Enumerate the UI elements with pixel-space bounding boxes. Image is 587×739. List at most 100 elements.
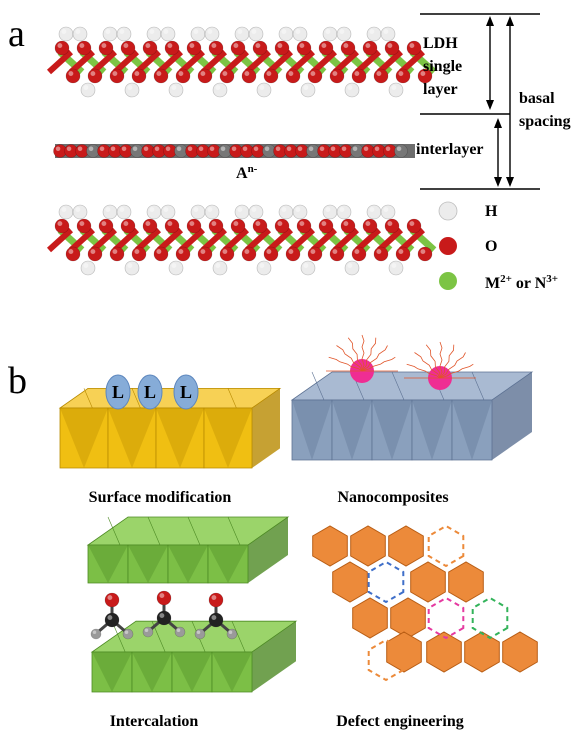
oxygen-atom (406, 40, 422, 56)
oxygen-atom-highlight (288, 249, 294, 254)
hydrogen-atom-highlight (127, 263, 133, 268)
hydrogen-atom (336, 204, 352, 220)
oxygen-atom (230, 40, 246, 56)
prism-facet (204, 408, 252, 468)
oxygen-atom (230, 218, 246, 234)
oxygen-atom (131, 246, 147, 262)
slab-top (290, 371, 534, 401)
vacancy-hexagon (471, 596, 509, 640)
oxygen-atom-highlight (200, 71, 206, 77)
slab-side (252, 388, 280, 468)
hydrogen-atom (190, 26, 206, 42)
anion-atom-highlight (209, 146, 215, 152)
ligand-label-2: L (144, 382, 156, 402)
hydrogen-atom (58, 26, 74, 42)
guest-oxygen-3 (208, 592, 224, 608)
hydrogen-atom (388, 82, 404, 98)
hydrogen-atom-highlight (83, 85, 89, 91)
carbon-atom-2-highlight (159, 613, 165, 618)
hydrogen-atom-highlight (259, 263, 265, 268)
hydrogen-atom-highlight (339, 29, 345, 34)
hydrogen-atom (212, 82, 228, 98)
hydrogen-atom-highlight (347, 85, 353, 91)
oxygen-bond (354, 49, 382, 75)
polymer-chain (425, 344, 441, 379)
oxygen-atom-highlight (376, 249, 382, 254)
guest-h-3 (226, 628, 238, 640)
oxygen-atom (252, 218, 268, 234)
oxygen-bond (222, 49, 250, 75)
oxygen-atom-highlight (332, 249, 338, 254)
prism-facet (172, 652, 212, 692)
vacancy-hexagon (427, 524, 465, 568)
oxygen-atom-highlight (299, 43, 305, 48)
oxygen-atom (197, 246, 213, 262)
nanocomposites-illustration (290, 334, 534, 461)
oxygen-atom-highlight (277, 43, 283, 48)
anion-atom (394, 144, 408, 158)
oxygen-atom-highlight (178, 249, 184, 254)
hydrogen-atom (300, 260, 316, 276)
oxygen-atom-highlight (354, 249, 360, 254)
oxygen-atom (142, 40, 158, 56)
oxygen-atom-highlight (288, 71, 294, 77)
oxygen-atom (153, 246, 169, 262)
interlayer-label: interlayer (416, 141, 484, 158)
slab-side (252, 621, 296, 692)
hydrogen-atom (380, 26, 396, 42)
metal-legend-icon (439, 272, 457, 290)
hydrogen-atom (234, 204, 250, 220)
oxygen-atom (417, 68, 433, 84)
guest-h-3-highlight (228, 630, 233, 634)
caption-surface-modification: Surface modification (89, 489, 232, 506)
anion-atom-highlight (220, 146, 226, 152)
anion-label: An- (236, 163, 258, 182)
oxygen-atom-highlight (156, 249, 162, 254)
oxygen-legend-icon (439, 237, 457, 255)
oxygen-bond (178, 227, 206, 253)
hydrogen-atom-highlight (237, 207, 243, 212)
hydrogen-atom-highlight (215, 263, 221, 268)
hydrogen-atom (124, 260, 140, 276)
hydrogen-atom (278, 204, 294, 220)
oxygen-atom (54, 40, 70, 56)
anion-atom-highlight (121, 146, 127, 152)
hydrogen-atom-highlight (391, 85, 397, 91)
anion-atom-highlight (154, 146, 160, 152)
hydrogen-atom-highlight (281, 29, 287, 34)
guest-h-2 (174, 626, 186, 638)
hydrogen-atom (322, 26, 338, 42)
oxygen-atom (186, 40, 202, 56)
oxygen-atom-highlight (200, 249, 206, 254)
atom-legend: H O M2+ or N3+ (438, 201, 558, 292)
oxygen-atom-highlight (134, 71, 140, 77)
oxygen-atom-highlight (255, 43, 261, 48)
caption-nanocomposites: Nanocomposites (337, 489, 448, 506)
basal-spacing-label: basal spacing (519, 90, 571, 130)
oxygen-bond (398, 227, 426, 253)
hydrogen-atom-highlight (149, 207, 155, 212)
solid-hexagon (464, 631, 500, 673)
oxygen-atom-highlight (420, 71, 426, 77)
hydrogen-atom (160, 204, 176, 220)
hydrogen-atom (256, 82, 272, 98)
oxygen-atom-highlight (145, 43, 151, 48)
hydrogen-atom (344, 260, 360, 276)
legend-label-o: O (485, 238, 497, 255)
solid-hexagon (332, 561, 368, 603)
prism-facet (108, 408, 156, 468)
oxygen-atom-highlight (266, 249, 272, 254)
hydrogen-atom-highlight (207, 207, 213, 212)
oxygen-bond (332, 49, 360, 75)
oxygen-atom (340, 40, 356, 56)
guest-h-3 (194, 628, 206, 640)
oxygen-atom (318, 40, 334, 56)
oxygen-atom-highlight (409, 43, 415, 48)
oxygen-atom-highlight (299, 221, 305, 226)
hydrogen-atom (380, 204, 396, 220)
prism-facet (212, 652, 252, 692)
oxygen-atom-highlight (123, 43, 129, 48)
prism-edge (391, 371, 405, 401)
hydrogen-atom-highlight (369, 29, 375, 34)
oxygen-atom (54, 218, 70, 234)
